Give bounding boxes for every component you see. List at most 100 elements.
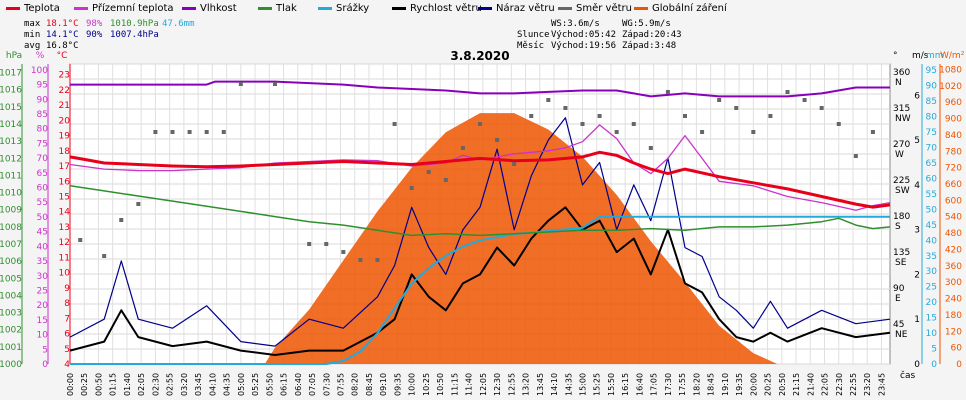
axis-wm-tick: 840 (945, 131, 962, 141)
x-tick-label: 03:20 (180, 373, 189, 396)
x-tick-label: 04:10 (208, 373, 217, 396)
axis-hpa-tick: 1009 (0, 206, 22, 216)
stats-block: max 18.1°C 98% 1010.9hPa 47.6mm min 14.1… (24, 19, 195, 51)
right-axes: °360N315NW270W225SW180S135SE90E45NEm/s01… (893, 51, 965, 370)
wind-direction-point (580, 122, 585, 126)
x-tick-label: 08:45 (365, 373, 374, 396)
axis-pct-tick: 15 (37, 316, 48, 326)
x-tick-label: 07:30 (322, 373, 331, 396)
axis-degc-tick: 21 (59, 101, 70, 111)
wind-direction-point (563, 106, 568, 110)
chart-title: 3.8.2020 (450, 49, 509, 63)
axis-pct-tick: 40 (37, 242, 49, 252)
wind-direction-point (324, 242, 329, 246)
axis-hpa-tick: 1016 (0, 86, 22, 96)
x-tick-label: 17:55 (678, 373, 687, 396)
wind-direction-point (187, 130, 192, 134)
axis-ms-tick: 4 (914, 181, 920, 191)
x-tick-label: 01:15 (109, 373, 118, 396)
x-axis-label: čas (900, 370, 915, 381)
wind-direction-point (597, 114, 602, 118)
axis-hpa-tick: 1007 (0, 240, 22, 250)
axis-pct-tick: 100 (31, 66, 48, 76)
x-tick-label: 08:20 (351, 373, 360, 396)
axis-hpa-tick: 1015 (0, 103, 22, 113)
axis-wm-tick: 0 (956, 360, 962, 370)
axis-pct-tick: 90 (37, 95, 49, 105)
x-tick-label: 23:45 (877, 373, 886, 396)
axis-mm-tick: 95 (926, 66, 937, 76)
axis-degc-tick: 18 (59, 147, 71, 157)
axis-hpa-tick: 1012 (0, 154, 22, 164)
x-tick-label: 10:00 (408, 373, 417, 396)
axis-mm-tick: 70 (926, 144, 938, 154)
axis-pct-tick: 35 (37, 257, 48, 267)
x-tick-label: 05:50 (265, 373, 274, 396)
axis-pct-tick: 20 (37, 301, 49, 311)
x-tick-label: 06:40 (294, 373, 303, 396)
axis-wm-tick: 480 (945, 229, 962, 239)
x-tick-label: 02:05 (137, 373, 146, 396)
axis-degc-tick: 8 (64, 299, 70, 309)
stat-max-rain: 47.6mm (162, 19, 195, 29)
x-tick-label: 00:25 (80, 373, 89, 396)
legend-swatch (634, 7, 648, 10)
axis-ms-tick: 2 (914, 270, 920, 280)
x-tick-label: 18:20 (692, 373, 701, 396)
wind-direction-point (614, 130, 619, 134)
axis-mm-tick: 45 (926, 221, 937, 231)
stat-avg-label: avg (24, 41, 40, 51)
axis-degc-tick: 20 (59, 116, 71, 126)
legend-label: Vlhkost (200, 3, 237, 14)
series-humidity (70, 80, 890, 98)
x-tick-label: 12:55 (507, 373, 516, 396)
axis-mm-tick: 75 (926, 128, 937, 138)
wind-direction-point (495, 138, 500, 142)
wind-direction-point (870, 130, 875, 134)
plot-series (69, 80, 891, 365)
axis-mm-tick: 40 (926, 236, 938, 246)
axis-hpa-tick: 1002 (0, 326, 22, 336)
info-mesic-zapad: Západ:3:48 (622, 41, 676, 51)
axis-hpa-tick: 1001 (0, 343, 22, 353)
legend-label: Náraz větru (496, 2, 555, 14)
x-tick-label: 12:05 (479, 373, 488, 396)
axis-dir-label: W (895, 150, 904, 160)
stat-min-label: min (24, 30, 40, 40)
legend-label: Tlak (275, 3, 297, 14)
axis-hpa-tick: 1014 (0, 120, 22, 130)
wind-direction-point (153, 130, 158, 134)
stat-avg-temp: 16.8°C (46, 41, 79, 51)
x-tick-label: 19:10 (721, 373, 730, 396)
axis-dir-title: ° (893, 51, 898, 61)
x-tick-label: 05:25 (251, 373, 260, 396)
wind-direction-point (546, 98, 551, 102)
axis-mm-tick: 65 (926, 159, 937, 169)
stat-min-hum: 90% (86, 30, 103, 40)
axis-dir-label: E (895, 294, 901, 304)
x-tick-label: 20:25 (764, 373, 773, 396)
x-tick-label: 00:50 (94, 373, 103, 396)
x-tick-label: 01:40 (123, 373, 132, 396)
x-tick-label: 03:45 (194, 373, 203, 396)
x-tick-label: 19:35 (735, 373, 744, 396)
axis-pct-tick: 70 (37, 154, 49, 164)
axis-pct-tick: 0 (42, 360, 48, 370)
axis-ms-tick: 1 (914, 315, 920, 325)
legend-label: Globální záření (652, 2, 728, 14)
series-wind-gust (69, 117, 891, 347)
axis-dir-label: SE (895, 258, 907, 268)
wind-direction-point (136, 202, 141, 206)
x-tick-label: 21:40 (806, 373, 815, 396)
axis-wm-tick: 1080 (939, 65, 962, 75)
axis-degc-tick: 4 (64, 360, 70, 370)
stat-min-temp: 14.1°C (46, 30, 79, 40)
x-tick-label: 11:40 (465, 373, 474, 396)
wind-direction-point (443, 178, 448, 182)
x-tick-label: 10:50 (436, 373, 445, 396)
legend-swatch (478, 7, 492, 10)
left-axes: hPa1000100110021003100410051006100710081… (0, 51, 71, 370)
wind-direction-point (375, 258, 380, 262)
axis-degc-title: °C (57, 51, 68, 61)
axis-mm-title: mm (926, 51, 944, 61)
